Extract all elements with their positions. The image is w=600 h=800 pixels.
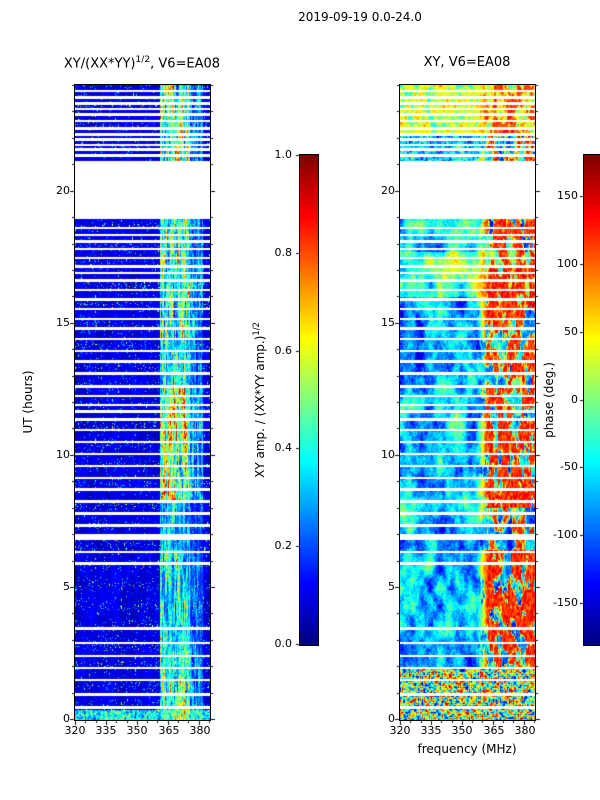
left-x-tick-label: 365 <box>158 724 180 737</box>
left-heatmap-plot <box>74 84 211 721</box>
right-y-tick-label: 0 <box>388 712 395 725</box>
right-colorbar <box>583 154 600 646</box>
right-colorbar-canvas <box>584 155 600 645</box>
left-x-tick-label: 320 <box>64 724 86 737</box>
left-x-tick-label: 380 <box>189 724 211 737</box>
left-colorbar-tick-label: 0.0 <box>274 637 293 650</box>
left-plot-title: XY/(XX*YY)1/2, V6=EA08 <box>42 55 242 71</box>
left-colorbar <box>299 154 319 646</box>
left-y-tick-label: 5 <box>63 580 70 593</box>
left-y-tick-label: 0 <box>63 712 70 725</box>
right-colorbar-tick-label: -100 <box>553 528 578 541</box>
y-axis-label: UT (hours) <box>21 370 35 434</box>
right-x-tick-label: 335 <box>420 724 442 737</box>
left-heatmap-canvas <box>75 85 210 720</box>
right-y-tick-label: 15 <box>381 316 395 329</box>
figure-title: 2019-09-19 0.0-24.0 <box>298 10 422 24</box>
right-x-tick-label: 380 <box>514 724 536 737</box>
right-heatmap-canvas <box>400 85 535 720</box>
left-colorbar-canvas <box>300 155 318 645</box>
right-colorbar-tick-label: -150 <box>553 596 578 609</box>
left-x-tick-label: 350 <box>126 724 148 737</box>
left-colorbar-tick-label: 0.4 <box>274 441 293 454</box>
left-colorbar-tick-label: 0.6 <box>274 344 293 357</box>
right-colorbar-tick-label: 100 <box>557 257 578 270</box>
left-plot-title-exponent: 1/2 <box>135 55 151 65</box>
right-y-tick-label: 5 <box>388 580 395 593</box>
left-plot-title-tail: , V6=EA08 <box>150 56 221 72</box>
right-y-tick-label: 10 <box>381 448 395 461</box>
right-colorbar-tick-label: 50 <box>564 325 578 338</box>
left-colorbar-tick-label: 0.8 <box>274 246 293 259</box>
x-axis-label: frequency (MHz) <box>417 742 517 756</box>
right-x-tick-label: 350 <box>451 724 473 737</box>
left-colorbar-label-exponent: 1/2 <box>251 322 261 336</box>
left-y-tick-label: 15 <box>56 316 70 329</box>
right-colorbar-tick-label: 0 <box>571 393 578 406</box>
right-heatmap-plot <box>399 84 536 721</box>
left-x-tick-label: 335 <box>95 724 117 737</box>
right-x-tick-label: 320 <box>389 724 411 737</box>
right-y-tick-label: 20 <box>381 184 395 197</box>
left-y-tick-label: 20 <box>56 184 70 197</box>
left-plot-title-main: XY/(XX*YY) <box>63 56 136 72</box>
right-x-tick-label: 365 <box>483 724 505 737</box>
right-plot-title: XY, V6=EA08 <box>423 55 511 70</box>
right-colorbar-tick-label: 150 <box>557 189 578 202</box>
right-colorbar-tick-label: -50 <box>560 460 578 473</box>
left-colorbar-tick-label: 1.0 <box>274 148 293 161</box>
left-y-tick-label: 10 <box>56 448 70 461</box>
left-colorbar-tick-label: 0.2 <box>274 539 293 552</box>
